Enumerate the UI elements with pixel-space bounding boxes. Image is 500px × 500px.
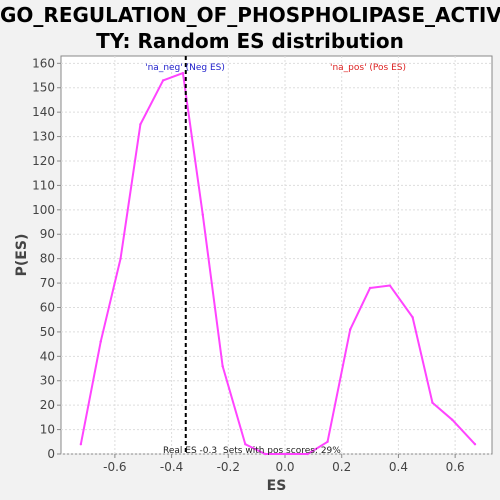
data-point (221, 364, 224, 368)
series-line (79, 72, 476, 455)
y-tick-label: 110 (32, 178, 55, 192)
chart-title: GO_REGULATION_OF_PHOSPHOLIPASE_ACTIVI TY… (0, 2, 500, 54)
x-tick-label: 0.0 (275, 460, 294, 474)
chart-title-line1: GO_REGULATION_OF_PHOSPHOLIPASE_ACTIVI (0, 3, 500, 27)
data-point (473, 443, 477, 446)
y-tick-label: 150 (32, 81, 55, 95)
data-point (79, 443, 83, 446)
data-point (388, 284, 392, 287)
y-tick-label: 30 (40, 374, 55, 388)
y-tick-label: 10 (40, 423, 55, 437)
data-point (99, 340, 102, 343)
y-tick-label: 130 (32, 130, 55, 144)
data-point (244, 443, 247, 446)
x-axis-title: ES (267, 478, 287, 494)
data-point (283, 452, 287, 456)
x-tick-label: -0.6 (103, 460, 126, 474)
axes: 0 10 20 30 40 50 60 70 80 90 100 110 120 130 140 150 160… (32, 56, 465, 474)
y-tick-label: 20 (40, 398, 55, 412)
y-tick-label: 70 (40, 276, 55, 290)
y-tick-label: 120 (32, 154, 55, 168)
data-point (326, 440, 329, 443)
data-point (139, 123, 142, 126)
y-tick-label: 0 (47, 447, 55, 461)
y-tick-label: 40 (40, 349, 55, 363)
data-point (411, 316, 414, 319)
plot-area (60, 55, 493, 455)
y-tick-label: 100 (32, 203, 55, 217)
y-tick-label: 80 (40, 252, 55, 266)
data-point (306, 452, 309, 456)
x-tick-label: 0.4 (389, 460, 408, 474)
x-tick-label: -0.2 (217, 460, 240, 474)
x-tick-label: 0.6 (446, 460, 465, 474)
legend-neg: 'na_neg' (Neg ES) (145, 63, 225, 73)
x-tick-label: 0.2 (332, 460, 351, 474)
data-point (181, 71, 185, 75)
data-point (451, 418, 454, 422)
y-tick-label: 140 (32, 105, 55, 119)
y-tick-label: 160 (32, 56, 55, 70)
data-point (368, 286, 372, 290)
data-point (201, 213, 204, 216)
annotation-real-es: Real ES -0.3 (163, 446, 217, 456)
y-tick-label: 50 (40, 325, 55, 339)
data-point (119, 257, 122, 260)
y-tick-label: 60 (40, 300, 55, 314)
y-tick-label: 90 (40, 227, 55, 241)
x-tick-label: -0.4 (160, 460, 183, 474)
data-point (431, 401, 434, 404)
data-point (161, 79, 165, 82)
series-layer (79, 71, 477, 456)
legend-pos: 'na_pos' (Pos ES) (330, 63, 406, 73)
annotation-pos-scores: Sets with pos scores: 29% (223, 446, 341, 456)
data-point (263, 452, 267, 456)
data-point (349, 328, 352, 331)
chart-title-line2: TY: Random ES distribution (96, 29, 404, 53)
y-axis-title: P(ES) (14, 234, 30, 277)
